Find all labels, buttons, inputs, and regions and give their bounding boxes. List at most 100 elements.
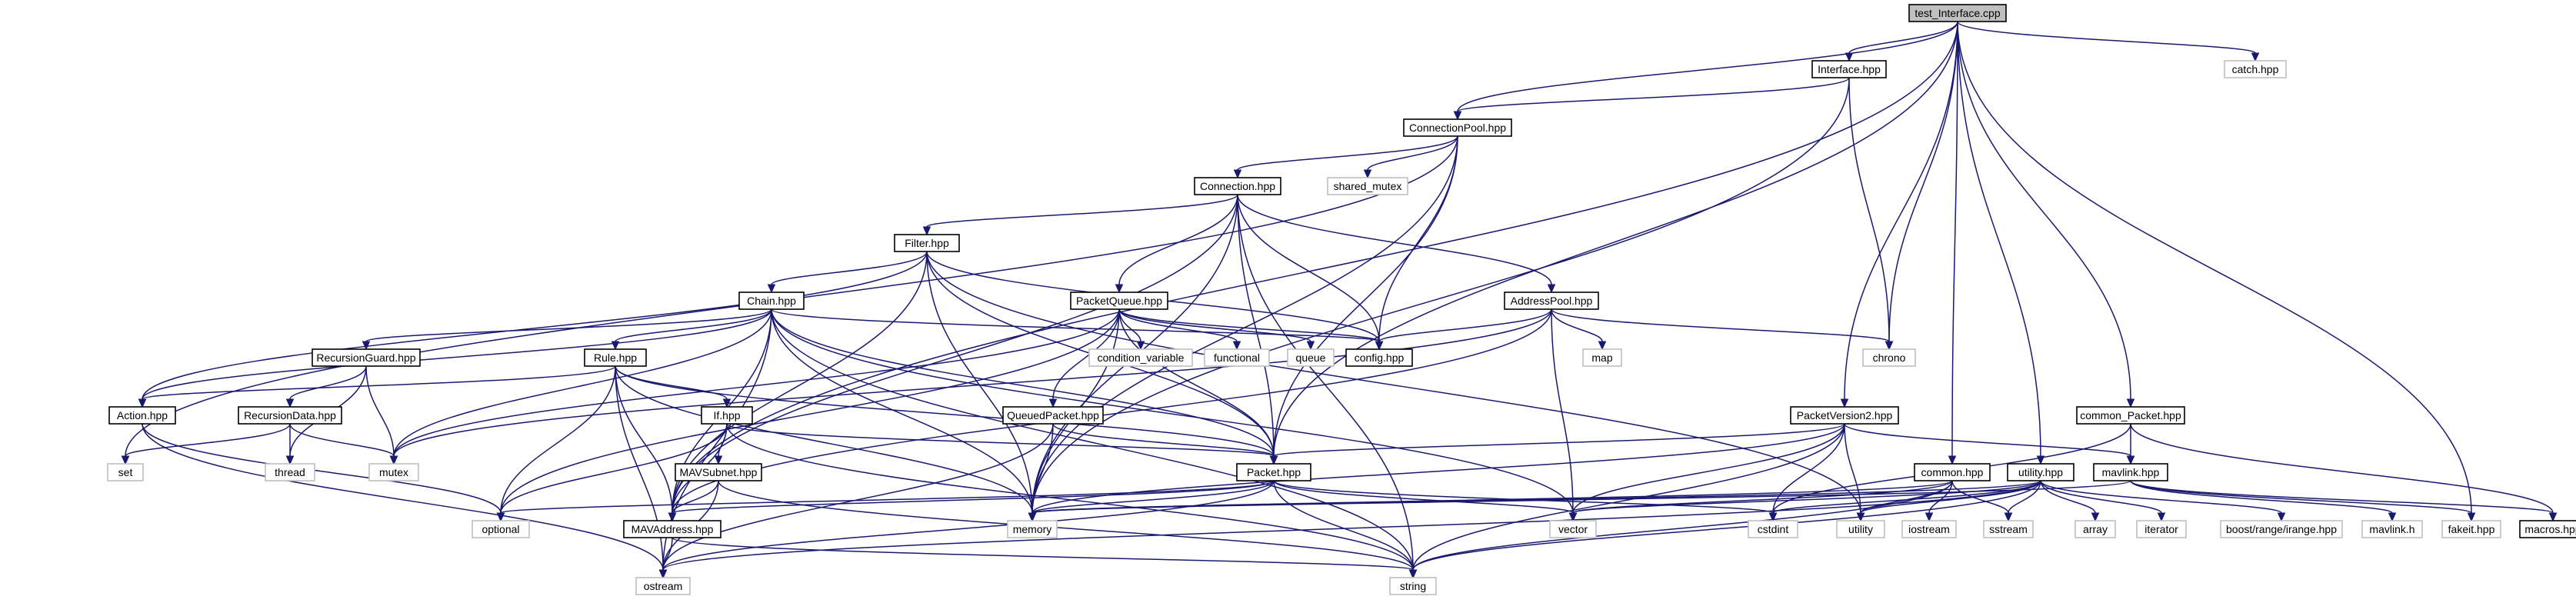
node-label: QueuedPacket.hpp bbox=[1007, 409, 1099, 421]
edge-line bbox=[671, 537, 1414, 571]
edge-line bbox=[615, 365, 728, 400]
file-nodes: test_Interface.cpp Interface.hpp catch.hpp… bbox=[107, 4, 2576, 595]
edge-connection-hpp-to-filter-hpp bbox=[922, 194, 1238, 236]
node-rule-hpp[interactable]: Rule.hpp bbox=[584, 348, 647, 367]
node-mavaddress-hpp[interactable]: MAVAddress.hpp bbox=[623, 520, 721, 538]
node-utility-hpp[interactable]: utility.hpp bbox=[2007, 463, 2074, 481]
edge-line bbox=[1457, 21, 1958, 112]
edge-mavsubnet-hpp-to-mavaddress-hpp bbox=[668, 480, 719, 522]
edge-line bbox=[1848, 21, 1958, 54]
node-box bbox=[2220, 520, 2343, 538]
node-connectionpool-hpp[interactable]: ConnectionPool.hpp bbox=[1403, 118, 1512, 137]
edge-mavlink-hpp-to-mavlink-h bbox=[2130, 480, 2397, 522]
edge-test-interface-cpp-to-common-packet-hpp bbox=[1957, 21, 2135, 408]
node-box bbox=[1983, 520, 2034, 538]
edge-arrowhead bbox=[1568, 512, 1578, 522]
edge-arrowhead bbox=[2091, 512, 2100, 522]
edge-recursiondata-hpp-to-set bbox=[121, 423, 291, 465]
edge-line bbox=[1273, 21, 1958, 457]
edge-utility-hpp-to-boost-range-irange-hpp bbox=[2040, 480, 2286, 522]
edge-utility-hpp-to-sstream bbox=[2004, 480, 2041, 522]
node-mutex: mutex bbox=[368, 463, 419, 481]
edge-filter-hpp-to-action-hpp bbox=[138, 251, 928, 408]
node-recursionguard-hpp[interactable]: RecursionGuard.hpp bbox=[312, 348, 421, 367]
edge-line bbox=[500, 365, 616, 514]
node-box bbox=[635, 577, 691, 595]
node-array: array bbox=[2074, 520, 2116, 538]
node-label: vector bbox=[1558, 523, 1588, 535]
node-interface-hpp[interactable]: Interface.hpp bbox=[1811, 60, 1887, 78]
node-label: array bbox=[2083, 523, 2108, 535]
edge-arrowhead bbox=[1768, 512, 1778, 522]
node-common-packet-hpp[interactable]: common_Packet.hpp bbox=[2076, 406, 2185, 425]
node-chain-hpp[interactable]: Chain.hpp bbox=[738, 292, 805, 310]
node-test-interface-cpp[interactable]: test_Interface.cpp bbox=[1908, 4, 2007, 22]
node-packetversion2-hpp[interactable]: PacketVersion2.hpp bbox=[1790, 406, 1899, 425]
node-label: functional bbox=[1214, 351, 1260, 364]
node-box bbox=[2074, 520, 2116, 538]
edge-line bbox=[662, 423, 1054, 571]
node-box bbox=[584, 348, 647, 367]
node-filter-hpp[interactable]: Filter.hpp bbox=[894, 234, 960, 252]
edge-line bbox=[2130, 480, 2393, 514]
edge-line bbox=[771, 308, 1380, 342]
node-mavsubnet-hpp[interactable]: MAVSubnet.hpp bbox=[675, 463, 762, 481]
edge-arrowhead bbox=[1363, 169, 1372, 179]
edge-connection-hpp-to-string bbox=[1237, 194, 1418, 579]
node-label: test_Interface.cpp bbox=[1915, 7, 2001, 19]
node-packetqueue-hpp[interactable]: PacketQueue.hpp bbox=[1070, 292, 1168, 310]
edge-line bbox=[1848, 77, 1890, 342]
node-box bbox=[1002, 406, 1104, 425]
node-addresspool-hpp[interactable]: AddressPool.hpp bbox=[1504, 292, 1599, 310]
edge-line bbox=[1367, 135, 1458, 171]
edge-packetversion2-hpp-to-memory bbox=[1028, 423, 1845, 522]
edge-line bbox=[1412, 480, 1953, 571]
node-box bbox=[2441, 520, 2501, 538]
edge-packetqueue-hpp-to-config-hpp bbox=[1118, 308, 1384, 351]
node-label: iostream bbox=[1908, 523, 1950, 535]
edge-line bbox=[142, 423, 502, 514]
edge-arrowhead bbox=[1885, 341, 1894, 351]
node-config-hpp[interactable]: config.hpp bbox=[1345, 348, 1413, 367]
edge-line bbox=[393, 308, 1552, 457]
edge-line bbox=[771, 308, 1275, 457]
edge-utility-hpp-to-string bbox=[1408, 480, 2041, 579]
dependency-edges bbox=[121, 21, 2558, 579]
node-macros-hpp[interactable]: macros.hpp bbox=[2519, 520, 2576, 538]
edge-addresspool-hpp-to-mutex bbox=[389, 308, 1552, 465]
node-label: Chain.hpp bbox=[747, 295, 796, 307]
edge-line bbox=[393, 308, 772, 457]
edge-line bbox=[726, 423, 1414, 571]
edge-rule-hpp-to-mavaddress-hpp bbox=[615, 365, 677, 522]
edge-utility-hpp-to-memory bbox=[1028, 480, 2041, 522]
node-mavlink-hpp[interactable]: mavlink.hpp bbox=[2093, 463, 2168, 481]
edge-arrowhead bbox=[2251, 52, 2260, 62]
node-box bbox=[1007, 520, 1058, 538]
edge-addresspool-hpp-to-vector bbox=[1551, 308, 1578, 522]
edge-arrowhead bbox=[2126, 398, 2135, 408]
node-recursiondata-hpp[interactable]: RecursionData.hpp bbox=[238, 406, 342, 425]
edge-arrowhead bbox=[1269, 455, 1278, 465]
edge-test-interface-cpp-to-utility-hpp bbox=[1957, 21, 2045, 465]
edge-packetqueue-hpp-to-functional bbox=[1118, 308, 1241, 351]
node-queuedpacket-hpp[interactable]: QueuedPacket.hpp bbox=[1002, 406, 1104, 425]
edge-packetversion2-hpp-to-mavlink-hpp bbox=[1844, 423, 2135, 465]
node-if-hpp[interactable]: If.hpp bbox=[701, 406, 753, 425]
edge-line bbox=[1118, 308, 1275, 457]
node-string: string bbox=[1389, 577, 1437, 595]
edge-arrowhead bbox=[714, 455, 723, 465]
node-common-hpp[interactable]: common.hpp bbox=[1914, 463, 1991, 481]
node-packet-hpp[interactable]: Packet.hpp bbox=[1236, 463, 1311, 481]
node-connection-hpp[interactable]: Connection.hpp bbox=[1194, 177, 1281, 195]
edge-line bbox=[671, 480, 719, 514]
edge-line bbox=[1572, 480, 2041, 514]
node-label: AddressPool.hpp bbox=[1511, 295, 1593, 307]
edge-recursiondata-hpp-to-thread bbox=[285, 424, 295, 465]
node-label: mavlink.h bbox=[2369, 523, 2414, 535]
edge-line bbox=[1957, 21, 2472, 514]
edge-arrowhead bbox=[2467, 512, 2476, 522]
node-box bbox=[2136, 520, 2187, 538]
node-action-hpp[interactable]: Action.hpp bbox=[108, 406, 176, 425]
edge-line bbox=[365, 365, 395, 457]
node-label: PacketQueue.hpp bbox=[1076, 295, 1162, 307]
